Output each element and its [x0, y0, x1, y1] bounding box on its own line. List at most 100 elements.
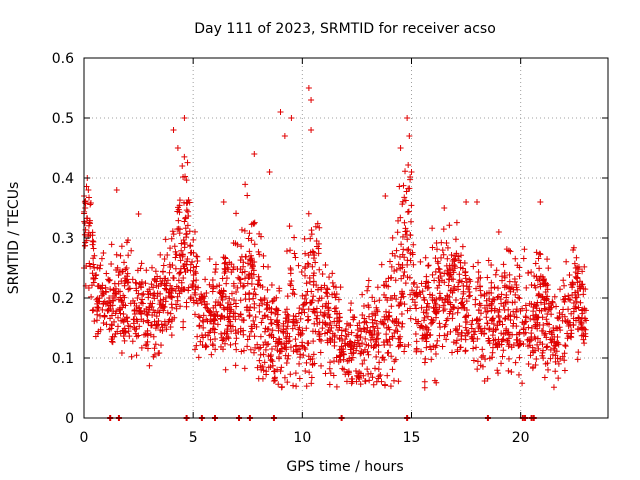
data-point	[138, 260, 145, 267]
data-point	[469, 335, 476, 342]
data-point	[340, 348, 347, 355]
data-point	[237, 311, 244, 318]
data-point	[435, 260, 442, 267]
data-point	[421, 314, 428, 321]
data-point	[376, 359, 383, 366]
data-point	[493, 267, 500, 274]
data-point	[382, 381, 389, 388]
data-point	[181, 261, 188, 268]
data-point	[221, 265, 228, 272]
data-point	[270, 297, 277, 304]
data-point	[141, 331, 148, 338]
data-point	[513, 323, 520, 330]
data-point	[143, 310, 150, 317]
data-point	[247, 257, 254, 264]
data-point	[498, 341, 505, 348]
data-point	[554, 314, 561, 321]
data-point	[446, 276, 453, 283]
data-point	[218, 343, 224, 350]
data-point	[228, 269, 235, 276]
data-point	[290, 286, 297, 293]
data-point	[494, 367, 501, 374]
data-point	[462, 324, 469, 331]
data-point	[512, 255, 519, 262]
data-point	[455, 305, 462, 312]
data-point	[232, 362, 239, 369]
data-point	[254, 364, 261, 371]
data-point	[419, 332, 426, 339]
data-point	[287, 265, 294, 272]
data-point	[169, 304, 176, 311]
data-point	[194, 300, 201, 307]
data-point	[211, 329, 218, 336]
data-point	[186, 199, 193, 206]
data-point	[173, 305, 180, 312]
data-point	[571, 260, 578, 267]
data-point	[406, 133, 413, 139]
data-point	[400, 293, 407, 300]
data-point	[536, 275, 543, 282]
data-point	[267, 353, 274, 360]
data-point	[483, 290, 490, 297]
data-point	[174, 145, 181, 151]
data-point	[513, 306, 520, 313]
data-point	[222, 366, 229, 373]
data-point	[393, 266, 400, 273]
data-point	[445, 282, 452, 289]
data-point	[542, 330, 549, 337]
data-point	[240, 331, 247, 338]
data-point	[473, 285, 480, 292]
data-point	[423, 324, 430, 331]
data-point	[272, 310, 279, 317]
data-point	[463, 199, 470, 205]
data-point	[388, 303, 395, 310]
data-point	[565, 306, 572, 313]
data-point	[336, 336, 343, 343]
data-point	[516, 338, 523, 345]
data-point	[396, 183, 403, 190]
data-point	[341, 366, 348, 373]
data-point	[561, 313, 568, 320]
data-point	[274, 321, 281, 328]
data-point	[387, 274, 394, 281]
data-point	[117, 288, 124, 295]
data-point	[393, 247, 400, 254]
data-point	[148, 281, 155, 288]
data-point	[333, 383, 340, 390]
data-point	[444, 244, 451, 251]
data-point	[401, 269, 408, 276]
data-point	[309, 248, 316, 255]
data-point	[133, 287, 140, 294]
data-point	[323, 300, 330, 307]
data-point	[395, 302, 402, 309]
data-point	[463, 279, 470, 286]
data-point	[225, 322, 232, 329]
data-point	[512, 291, 519, 298]
data-point	[226, 318, 233, 325]
data-point	[159, 324, 166, 331]
data-point	[314, 220, 321, 227]
data-point	[531, 272, 538, 279]
data-point	[87, 201, 94, 208]
data-point	[100, 249, 107, 256]
data-point	[103, 321, 110, 328]
data-point	[154, 308, 161, 315]
data-point	[268, 356, 275, 363]
data-point	[190, 236, 197, 243]
data-point	[303, 359, 310, 366]
data-point	[151, 275, 158, 282]
data-point	[259, 363, 266, 370]
data-point	[443, 240, 450, 247]
data-point	[332, 294, 339, 301]
data-point	[540, 277, 547, 284]
data-point	[172, 248, 179, 255]
data-point	[444, 267, 451, 274]
data-point	[491, 296, 498, 303]
data-point	[132, 279, 139, 286]
data-point	[117, 268, 124, 275]
data-point	[255, 375, 262, 382]
data-point	[261, 295, 268, 302]
data-point	[298, 269, 305, 276]
data-point	[309, 297, 316, 304]
data-point	[131, 300, 138, 307]
